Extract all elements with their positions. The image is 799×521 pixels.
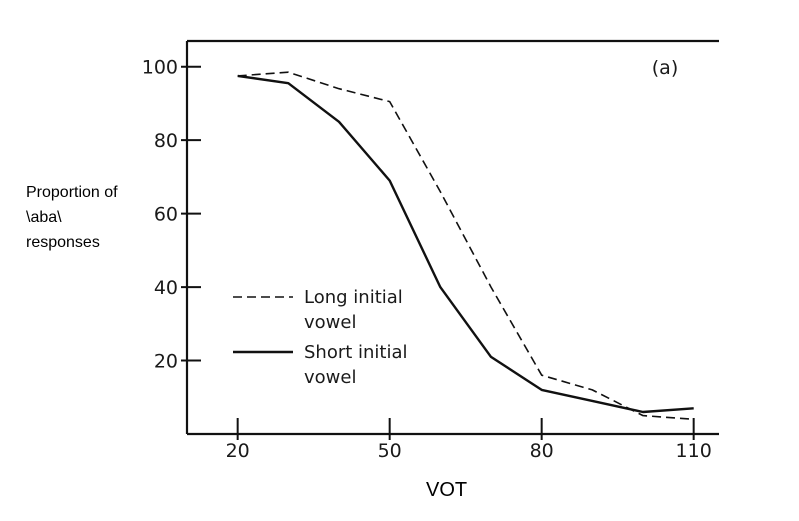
y-axis-label: Proportion of \aba\ responses bbox=[26, 180, 156, 255]
x-axis-label: VOT bbox=[426, 479, 468, 501]
series-line-1 bbox=[237, 71, 694, 421]
x-tick-label-50: 50 bbox=[378, 440, 402, 462]
legend-label-2-line-1: Short initial bbox=[304, 342, 408, 363]
y-tick-label-40: 40 bbox=[154, 277, 178, 299]
y-tick-label-60: 60 bbox=[154, 204, 178, 226]
y-tick-label-20: 20 bbox=[154, 351, 178, 373]
legend-label-2-line-2: vowel bbox=[304, 367, 356, 388]
y-axis-label-line-2: \aba\ bbox=[26, 209, 62, 226]
axes: 20 40 60 80 100 20 50 80 110 bbox=[142, 39, 719, 462]
series-group bbox=[237, 71, 694, 421]
y-axis-label-line-1: Proportion of bbox=[26, 184, 118, 201]
y-tick-label-80: 80 bbox=[154, 130, 178, 152]
legend-label-1-line-2: vowel bbox=[304, 312, 356, 333]
series-line-2 bbox=[237, 74, 694, 414]
x-tick-label-20: 20 bbox=[226, 440, 250, 462]
y-tick-label-100: 100 bbox=[142, 57, 178, 79]
legend: Long initial vowel Short initial vowel bbox=[233, 287, 408, 388]
y-axis-label-line-3: responses bbox=[26, 234, 100, 251]
x-tick-label-110: 110 bbox=[676, 440, 712, 462]
x-tick-label-80: 80 bbox=[530, 440, 554, 462]
panel-label: (a) bbox=[652, 57, 678, 79]
legend-label-1-line-1: Long initial bbox=[304, 287, 403, 308]
